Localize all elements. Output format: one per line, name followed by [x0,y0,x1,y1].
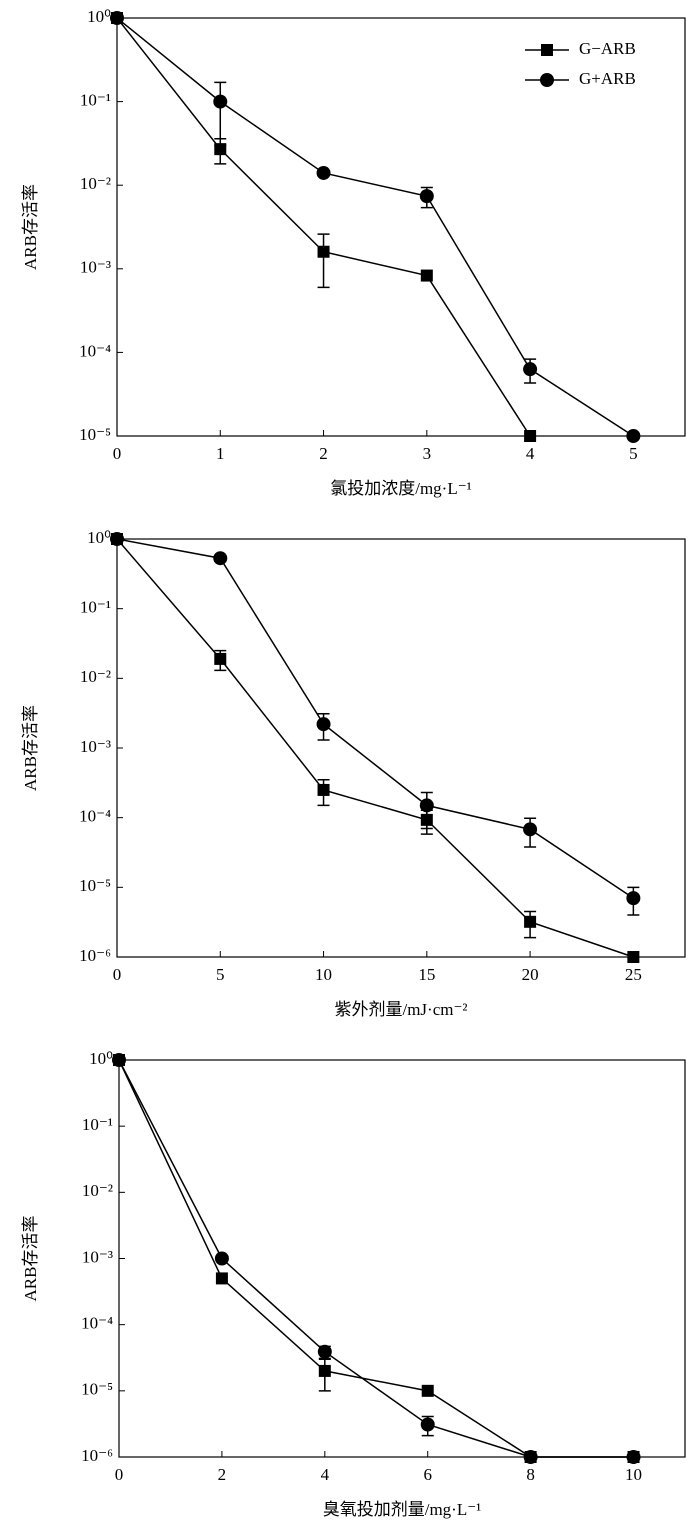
data-point [420,1417,435,1432]
data-point [112,1053,126,1067]
x-tick-label: 0 [113,444,122,463]
x-tick-label: 4 [526,444,535,463]
data-point [524,430,537,442]
data-point [626,1450,641,1464]
y-tick-label: 10⁻² [80,174,111,193]
x-tick-label: 0 [113,965,122,984]
x-tick-label: 8 [526,1465,535,1484]
y-tick-label: 10⁻¹ [80,598,111,617]
data-point [419,189,434,204]
y-tick-label: 10⁻⁴ [79,807,111,826]
y-tick-label: 10⁰ [87,7,111,26]
x-tick-label: 2 [319,444,328,463]
error-bar [214,81,227,147]
y-tick-label: 10⁰ [89,1049,113,1068]
data-point [627,951,640,963]
plot-frame [116,538,686,958]
x-axis-label: 氯投加浓度/mg·L⁻¹ [330,479,472,498]
legend-marker [541,44,553,56]
error-bar [317,233,330,289]
series-line [116,17,634,437]
data-point [110,11,124,25]
y-tick-label: 10⁻³ [80,737,111,756]
y-tick-label: 10⁻⁵ [81,1380,113,1399]
x-tick-label: 10 [315,965,332,984]
data-point [317,1344,332,1359]
x-tick-label: 25 [625,965,642,984]
data-point [420,269,433,282]
data-point [215,1272,228,1285]
data-point [419,798,434,813]
x-tick-label: 6 [423,1465,432,1484]
data-point [214,143,227,156]
data-point [626,429,641,443]
y-tick-label: 10⁻⁴ [81,1314,113,1333]
series-line [116,538,634,899]
data-point [317,245,330,258]
series-line [116,17,531,437]
data-point [110,532,124,546]
legend-label: G−ARB [579,39,636,58]
x-axis-label: 臭氧投加剂量/mg·L⁻¹ [323,1500,482,1519]
data-point [523,362,538,377]
data-point [317,783,330,796]
y-tick-label: 10⁻² [82,1181,113,1200]
data-point [523,1450,538,1464]
y-tick-label: 10⁻⁴ [79,341,111,360]
series-line [118,1059,634,1458]
data-point [214,1251,229,1266]
data-point [318,1364,331,1377]
y-tick-label: 10⁻³ [80,258,111,277]
x-tick-label: 5 [216,965,225,984]
y-tick-label: 10⁻⁵ [79,425,111,444]
x-tick-label: 20 [522,965,539,984]
y-tick-label: 10⁻¹ [80,91,111,110]
data-point [421,1384,434,1397]
y-tick-label: 10⁻¹ [82,1115,113,1134]
x-tick-label: 2 [218,1465,227,1484]
x-tick-label: 10 [625,1465,642,1484]
x-axis-label: 紫外剂量/mJ·cm⁻² [334,1000,467,1019]
y-tick-label: 10⁻⁵ [79,876,111,895]
data-point [214,652,227,665]
plot-frame [116,17,686,437]
x-tick-label: 1 [216,444,225,463]
x-tick-label: 15 [418,965,435,984]
data-point [213,94,228,109]
data-point [316,717,331,732]
legend-marker [540,73,554,87]
data-point [213,551,228,566]
data-point [626,891,641,906]
series-line [118,1059,634,1458]
data-point [523,822,538,837]
y-tick-label: 10⁰ [87,528,111,547]
data-point [316,165,331,180]
legend-label: G+ARB [579,69,636,88]
data-point [524,915,537,928]
y-tick-label: 10⁻³ [82,1247,113,1266]
y-tick-label: 10⁻² [80,667,111,686]
y-axis-label: ARB存活率 [21,1216,40,1302]
plot-frame [118,1059,686,1458]
x-tick-label: 3 [423,444,432,463]
y-tick-label: 10⁻⁶ [79,946,111,965]
x-tick-label: 5 [629,444,638,463]
x-tick-label: 4 [321,1465,330,1484]
y-axis-label: ARB存活率 [21,184,40,270]
series-line [116,538,634,958]
y-tick-label: 10⁻⁶ [81,1446,113,1465]
y-axis-label: ARB存活率 [21,705,40,791]
x-tick-label: 0 [115,1465,124,1484]
